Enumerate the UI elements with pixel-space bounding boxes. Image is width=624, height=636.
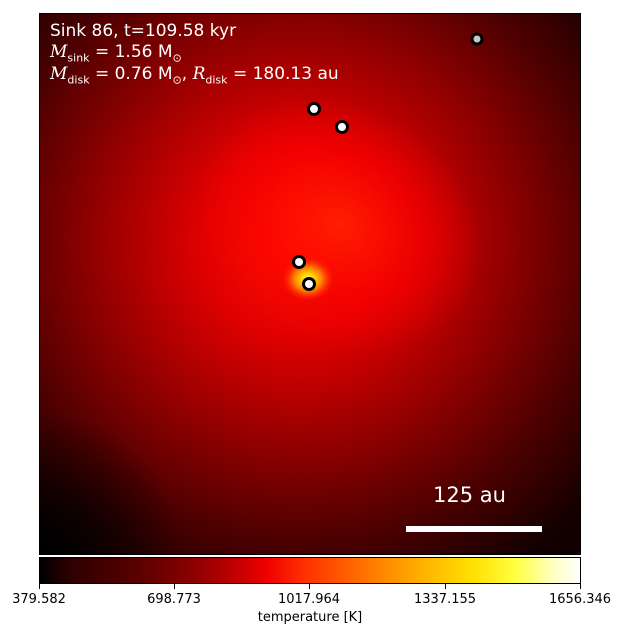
colorbar-label: temperature [K] (257, 610, 363, 625)
temperature-map-panel: Sink 86, t=109.58 kyr Msink = 1.56 M⊙ Md… (39, 13, 581, 555)
sink-particle (292, 255, 306, 269)
sink-particles (292, 32, 484, 291)
scale-bar (406, 526, 542, 532)
scale-bar-label: 125 au (433, 483, 506, 507)
sink-particle (335, 120, 349, 134)
sink-particle (302, 277, 316, 291)
colorbar-tick (580, 584, 581, 589)
sink-info-line: Sink 86, t=109.58 kyr (50, 21, 237, 41)
colorbar-tick-label: 1656.346 (548, 592, 612, 607)
colorbar-tick (39, 584, 40, 589)
temperature-map (40, 14, 580, 554)
colorbar-tick (174, 584, 175, 589)
disk-info-line: Mdisk = 0.76 M⊙, Rdisk = 180.13 au (50, 64, 339, 87)
colorbar-tick-label: 1017.964 (277, 592, 341, 607)
sink-mass-line: Msink = 1.56 M⊙ (50, 42, 182, 65)
sink-particle (470, 32, 484, 46)
colorbar-tick-label: 1337.155 (413, 592, 477, 607)
colorbar-tick-label: 698.773 (147, 592, 201, 607)
colorbar-tick (309, 584, 310, 589)
colorbar-tick (445, 584, 446, 589)
sink-particle (307, 102, 321, 116)
colorbar (39, 557, 581, 584)
colorbar-tick-label: 379.582 (12, 592, 66, 607)
